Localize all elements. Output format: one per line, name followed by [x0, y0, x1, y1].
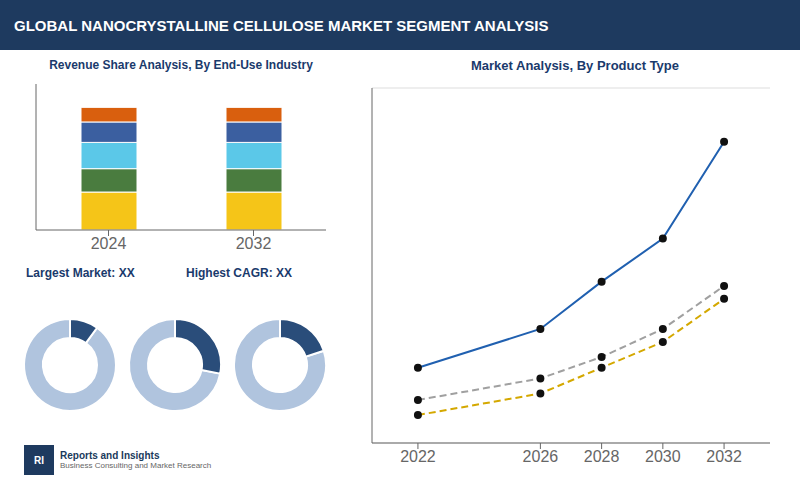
- svg-text:2032: 2032: [706, 448, 742, 465]
- svg-text:2030: 2030: [645, 448, 681, 465]
- svg-text:2028: 2028: [584, 448, 620, 465]
- html-text:Reports and Insights: Reports and Insights: [60, 450, 160, 461]
- svg-text:2024: 2024: [91, 235, 127, 252]
- svg-text:2026: 2026: [523, 448, 559, 465]
- html-text:RI: RI: [34, 454, 44, 466]
- html-text:GLOBAL NANOCRYSTALLINE CELLULO: GLOBAL NANOCRYSTALLINE CELLULOSE MARKET …: [14, 16, 549, 34]
- html-text:Business Consulting and Market: Business Consulting and Market Research: [60, 461, 212, 470]
- html-text:Revenue Share Analysis, By End: Revenue Share Analysis, By End-Use Indus…: [49, 58, 313, 72]
- html-text:Market Analysis, By Product Ty: Market Analysis, By Product Type: [471, 58, 679, 73]
- svg-text:2022: 2022: [400, 448, 436, 465]
- html-text:Largest Market: XX: Largest Market: XX: [26, 266, 135, 280]
- html-text:Highest CAGR: XX: Highest CAGR: XX: [186, 266, 292, 280]
- svg-text:2032: 2032: [236, 235, 272, 252]
